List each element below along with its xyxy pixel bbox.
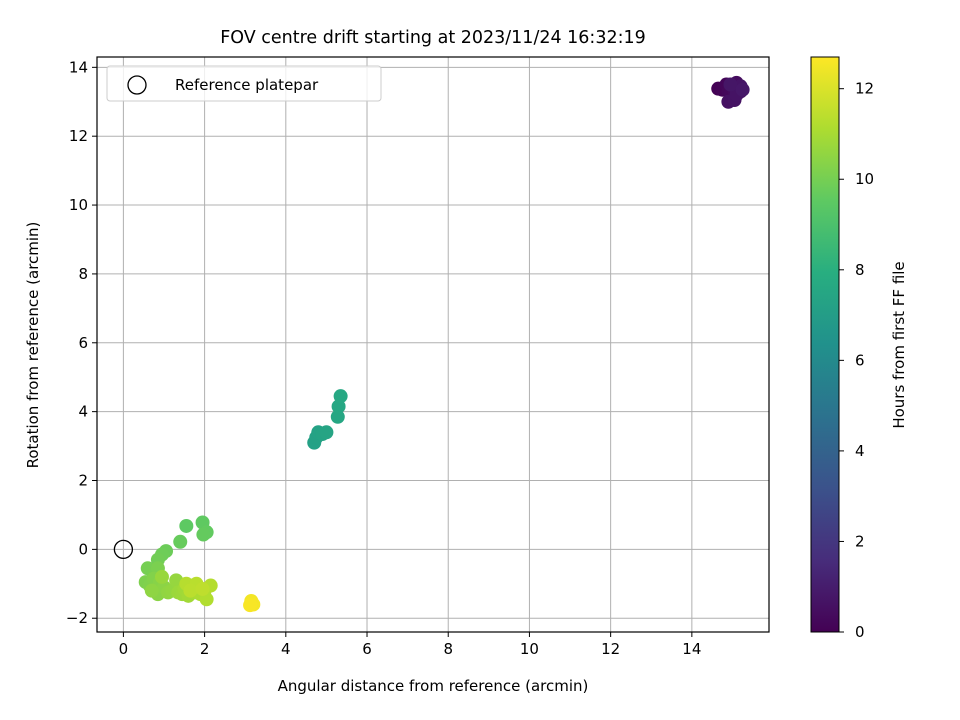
colorbar-ticks: 0 2 4 6 8 10 12 <box>839 80 874 641</box>
y-tick-label: 12 <box>69 127 88 145</box>
grid <box>97 57 769 632</box>
x-tick-label: 2 <box>200 640 210 658</box>
x-axis-label: Angular distance from reference (arcmin) <box>278 677 589 695</box>
data-point <box>196 527 211 542</box>
chart-title: FOV centre drift starting at 2023/11/24 … <box>220 28 646 48</box>
data-point <box>179 518 194 533</box>
y-tick-label: 4 <box>78 403 88 421</box>
y-tick-label: 2 <box>78 472 88 490</box>
data-point <box>330 409 345 424</box>
reference-point <box>113 539 134 560</box>
colorbar-tick-label: 10 <box>855 170 874 188</box>
x-tick-label: 12 <box>601 640 620 658</box>
data-point <box>333 389 348 404</box>
x-tick-label: 10 <box>520 640 539 658</box>
colorbar-tick-label: 6 <box>855 351 865 369</box>
legend-label-reference: Reference platepar <box>175 76 319 94</box>
x-tick-label: 6 <box>362 640 372 658</box>
colorbar-tick-label: 2 <box>855 532 865 550</box>
data-point <box>735 82 750 97</box>
x-tick-label: 0 <box>119 640 129 658</box>
y-axis-label: Rotation from reference (arcmin) <box>24 222 42 469</box>
legend: Reference platepar <box>106 65 382 102</box>
data-point <box>154 569 169 584</box>
y-tick-label: 6 <box>78 334 88 352</box>
y-tick-label: 8 <box>78 265 88 283</box>
legend-marker-reference <box>127 75 147 95</box>
colorbar-tick-label: 0 <box>855 623 865 641</box>
x-tick-label: 14 <box>682 640 701 658</box>
y-tick-label: 14 <box>69 58 88 76</box>
axis-ticks: 0 2 4 6 8 10 12 14 −2 0 2 4 6 8 10 12 14 <box>66 58 702 658</box>
colorbar-tick-label: 4 <box>855 442 865 460</box>
data-point <box>173 534 188 549</box>
x-tick-label: 4 <box>281 640 291 658</box>
y-tick-label: −2 <box>66 609 88 627</box>
legend-box <box>106 65 382 102</box>
x-tick-label: 8 <box>443 640 453 658</box>
data-point <box>723 77 738 92</box>
data-point <box>144 583 159 598</box>
colorbar-tick-label: 12 <box>855 80 874 98</box>
colorbar-tick-label: 8 <box>855 261 865 279</box>
data-points <box>138 75 750 613</box>
data-point <box>195 581 210 596</box>
data-point <box>183 583 198 598</box>
colorbar-label: Hours from first FF file <box>890 261 908 428</box>
y-tick-label: 0 <box>78 540 88 558</box>
plot-frame <box>96 56 770 633</box>
data-point <box>319 425 334 440</box>
data-point <box>243 598 258 613</box>
colorbar <box>810 56 840 633</box>
y-tick-label: 10 <box>69 196 88 214</box>
